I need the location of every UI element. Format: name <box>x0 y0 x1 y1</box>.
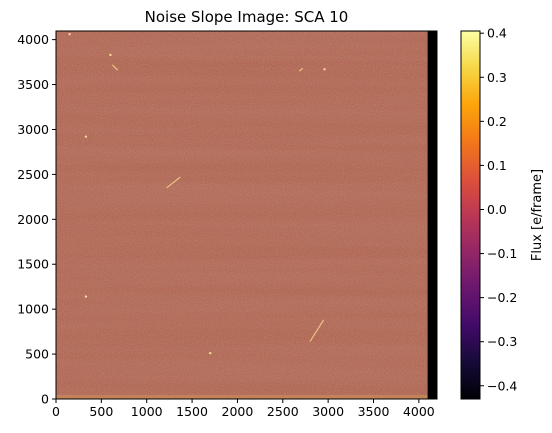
colorbar-tick-label: −0.3 <box>487 334 517 349</box>
x-tick-label: 3500 <box>358 404 390 419</box>
x-tick-label: 1500 <box>176 404 208 419</box>
colorbar-label: Flux [e/frame] <box>530 169 545 261</box>
y-tick-label: 3000 <box>17 122 49 137</box>
colorbar-tick-label: 0.2 <box>487 114 507 129</box>
y-tick-label: 3500 <box>17 77 49 92</box>
y-axis: 0 500 1000 1500 2000 2500 3000 3500 4000 <box>17 32 56 407</box>
y-tick-label: 1500 <box>17 257 49 272</box>
hot-pixel <box>84 135 88 138</box>
x-tick-label: 2000 <box>222 404 254 419</box>
colorbar-tick-label: 0.4 <box>487 26 507 41</box>
x-tick-label: 500 <box>89 404 113 419</box>
colorbar-gradient <box>461 31 480 399</box>
heatmap-plot-area: 0 500 1000 1500 2000 2500 3000 3500 4000 0 500 100… <box>17 30 438 419</box>
cosmic-ray-streak <box>309 319 325 342</box>
colorbar-tick-label: −0.4 <box>487 378 517 393</box>
hot-pixel <box>209 351 212 355</box>
colorbar-ticks: −0.4 −0.3 −0.2 −0.1 0.0 0.1 0.2 0.3 0.4 <box>480 26 517 393</box>
hot-pixel <box>323 68 326 71</box>
colorbar-tick-label: 0.0 <box>487 202 507 217</box>
axes-frame <box>55 30 438 400</box>
cosmic-ray-streak <box>166 176 181 189</box>
hot-pixel <box>109 53 112 57</box>
colorbar-tick-label: −0.2 <box>487 290 517 305</box>
chart-title: Noise Slope Image: SCA 10 <box>145 8 349 26</box>
x-tick-label: 0 <box>52 404 60 419</box>
bottom-edge-glow <box>56 395 428 399</box>
hot-pixel <box>84 295 88 298</box>
x-tick-label: 1000 <box>131 404 163 419</box>
x-tick-label: 3000 <box>312 404 344 419</box>
colorbar: −0.4 −0.3 −0.2 −0.1 0.0 0.1 0.2 0.3 0.4 Flux [e/… <box>460 26 545 400</box>
y-tick-label: 2000 <box>17 212 49 227</box>
y-tick-label: 0 <box>41 392 49 407</box>
colorbar-tick-label: 0.3 <box>487 70 507 85</box>
cosmic-ray-streak <box>111 64 119 71</box>
cosmic-ray-streak <box>298 67 304 72</box>
reference-pixel-strip <box>427 31 437 399</box>
y-tick-label: 1000 <box>17 302 49 317</box>
y-tick-label: 4000 <box>17 32 49 47</box>
colorbar-tick-label: 0.1 <box>487 158 507 173</box>
x-tick-label: 4000 <box>403 404 435 419</box>
y-tick-label: 2500 <box>17 167 49 182</box>
x-axis: 0 500 1000 1500 2000 2500 3000 3500 4000 <box>52 399 435 419</box>
bright-features <box>68 33 326 355</box>
hot-pixel <box>68 33 71 36</box>
colorbar-frame <box>460 30 481 400</box>
colorbar-tick-label: −0.1 <box>487 246 517 261</box>
heatmap-pixel-noise <box>56 31 428 399</box>
x-tick-label: 2500 <box>267 404 299 419</box>
y-tick-label: 500 <box>25 347 49 362</box>
